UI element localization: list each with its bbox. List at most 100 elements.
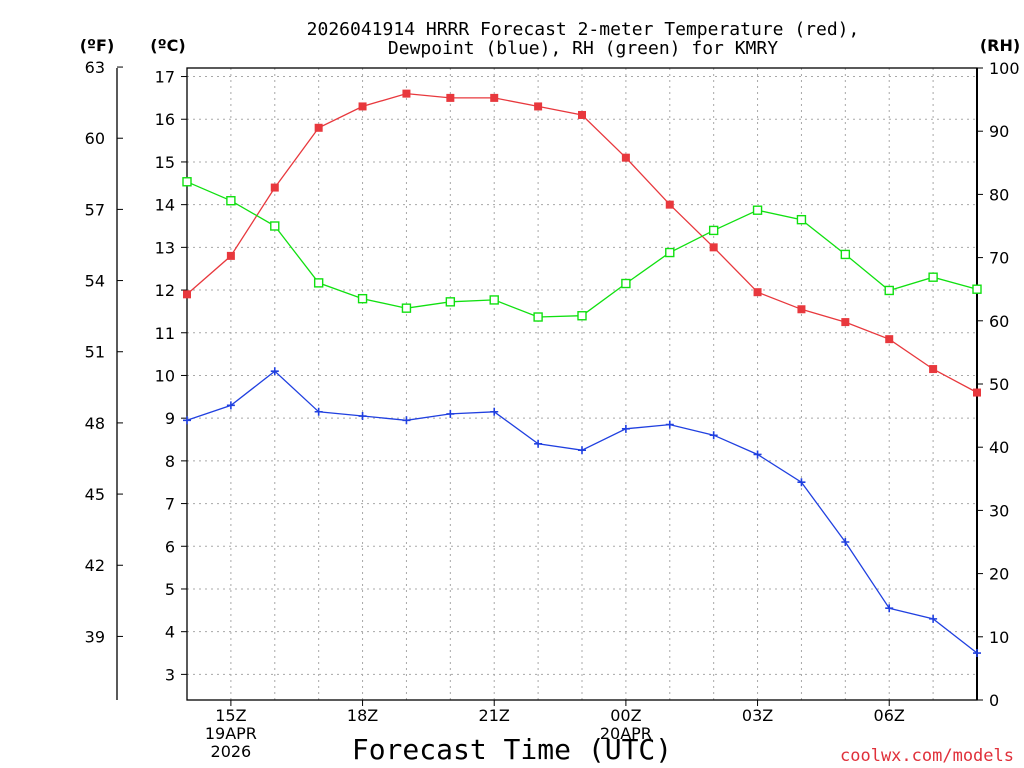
rh-point <box>182 177 192 187</box>
dewpoint-point <box>621 424 630 433</box>
grid <box>186 68 978 700</box>
temperature-point <box>314 123 323 132</box>
dewpoint-point <box>270 367 279 376</box>
dewpoint-point <box>578 446 586 455</box>
rh-tick-label: 50 <box>989 375 1009 394</box>
temperature-point <box>665 200 674 209</box>
rh-point <box>708 225 719 236</box>
series-layer <box>182 89 982 658</box>
dewpoint-point <box>665 420 674 429</box>
rh-point <box>489 295 499 305</box>
fahrenheit-tick-label: 48 <box>85 414 105 433</box>
fahrenheit-tick-label: 42 <box>85 556 105 575</box>
dewpoint-point <box>358 412 367 421</box>
rh-tick-label: 70 <box>989 249 1009 268</box>
rh-tick-label: 30 <box>989 501 1009 520</box>
dewpoint-point <box>709 431 718 440</box>
rh-point <box>270 221 280 231</box>
rh-point <box>313 278 324 288</box>
temperature-point <box>534 102 543 111</box>
rh-point <box>577 311 587 321</box>
axes: 3456789101112131415161739424548515457606… <box>85 58 1020 761</box>
rh-point <box>884 285 894 296</box>
dewpoint-point <box>973 649 981 658</box>
x-tick-label: 03Z <box>742 706 773 725</box>
x-axis-label: Forecast Time (UTC) <box>352 733 672 766</box>
rh-tick-label: 90 <box>989 122 1009 141</box>
temperature-point <box>885 335 894 344</box>
celsius-tick-label: 11 <box>155 324 175 343</box>
rh-tick-label: 60 <box>989 312 1009 331</box>
rh-point <box>357 293 368 304</box>
fahrenheit-tick-label: 45 <box>85 485 105 504</box>
x-tick-label: 20APR <box>600 724 652 743</box>
fahrenheit-unit-label: (ºF) <box>80 36 115 55</box>
celsius-tick-label: 16 <box>155 110 175 129</box>
chart-title-line-2: Dewpoint (blue), RH (green) for KMRY <box>388 38 778 59</box>
dewpoint-point <box>446 409 455 418</box>
rh-point <box>445 297 456 307</box>
rh-tick-label: 0 <box>989 691 999 710</box>
rh-point <box>226 196 236 206</box>
temperature-point <box>621 153 630 162</box>
temperature-point <box>797 305 806 314</box>
temperature-point <box>226 251 235 260</box>
celsius-tick-label: 12 <box>155 281 175 300</box>
dewpoint-point <box>226 401 235 410</box>
temperature-point <box>446 93 455 102</box>
celsius-tick-label: 3 <box>165 665 175 684</box>
celsius-tick-label: 4 <box>165 623 175 642</box>
temperature-point <box>183 290 191 299</box>
chart-title-line-1: 2026041914 HRRR Forecast 2-meter Tempera… <box>307 19 860 40</box>
temperature-point <box>270 183 279 192</box>
temperature-point <box>709 243 718 252</box>
rh-point <box>621 278 631 289</box>
rh-point <box>928 272 938 282</box>
x-tick-label: 19APR <box>205 724 257 743</box>
fahrenheit-tick-label: 54 <box>85 272 105 291</box>
dewpoint-point <box>534 439 543 448</box>
fahrenheit-tick-label: 57 <box>85 200 105 219</box>
celsius-tick-label: 10 <box>155 366 175 385</box>
rh-point <box>665 247 675 258</box>
celsius-tick-label: 7 <box>165 495 175 514</box>
dewpoint-point <box>314 407 323 416</box>
dewpoint-point <box>402 416 411 425</box>
fahrenheit-tick-label: 39 <box>85 627 105 646</box>
x-tick-label: 21Z <box>479 706 510 725</box>
celsius-tick-label: 9 <box>165 409 175 428</box>
temperature-point <box>753 288 762 297</box>
rh-point <box>533 312 543 322</box>
fahrenheit-tick-label: 63 <box>85 58 105 77</box>
rh-point <box>972 284 982 294</box>
dewpoint-point <box>490 407 499 416</box>
temperature-point <box>490 93 499 102</box>
temperature-point <box>973 388 981 397</box>
dewpoint-point <box>929 614 938 623</box>
celsius-tick-label: 5 <box>165 580 175 599</box>
rh-point <box>796 214 807 225</box>
rh-unit-label: (RH) <box>980 36 1020 55</box>
x-tick-label: 2026 <box>211 742 252 761</box>
celsius-tick-label: 14 <box>155 196 175 215</box>
rh-tick-label: 10 <box>989 628 1009 647</box>
temperature-point <box>578 110 586 119</box>
dewpoint-point <box>753 450 762 459</box>
celsius-unit-label: (ºC) <box>150 36 185 55</box>
rh-tick-label: 20 <box>989 565 1009 584</box>
temperature-point <box>402 89 411 98</box>
rh-point <box>840 249 851 260</box>
fahrenheit-tick-label: 60 <box>85 129 105 148</box>
celsius-tick-label: 15 <box>155 153 175 172</box>
dewpoint-point <box>797 478 806 487</box>
temperature-point <box>841 318 850 327</box>
x-tick-label: 06Z <box>874 706 905 725</box>
rh-tick-label: 40 <box>989 438 1009 457</box>
fahrenheit-tick-label: 51 <box>85 343 105 362</box>
rh-point <box>752 205 763 215</box>
x-tick-label: 15Z <box>215 706 246 725</box>
credit-text: coolwx.com/models <box>840 746 1014 766</box>
celsius-tick-label: 17 <box>155 68 175 87</box>
celsius-tick-label: 13 <box>155 238 175 257</box>
